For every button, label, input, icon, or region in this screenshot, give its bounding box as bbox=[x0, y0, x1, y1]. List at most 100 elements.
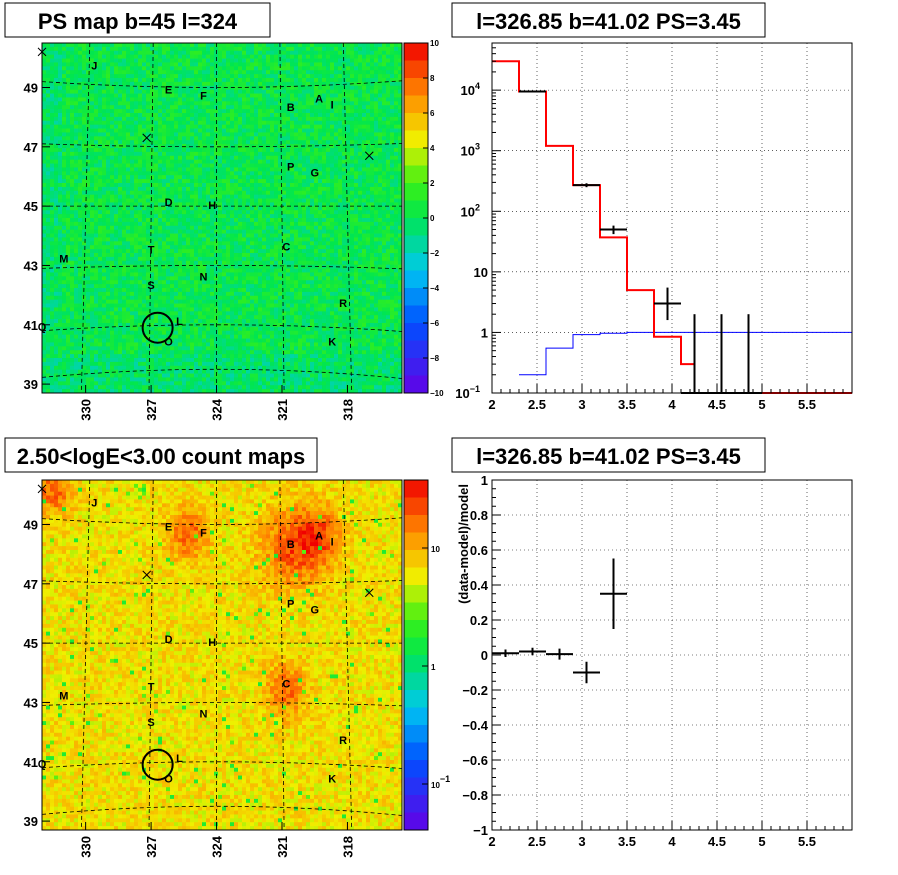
map-cell bbox=[234, 253, 239, 258]
map-cell bbox=[250, 163, 255, 168]
map-cell bbox=[186, 342, 191, 347]
map-cell bbox=[118, 163, 123, 168]
map-cell bbox=[110, 175, 115, 180]
map-cell bbox=[254, 245, 259, 250]
map-cell bbox=[218, 120, 223, 126]
map-cell bbox=[146, 210, 151, 215]
map-cell bbox=[130, 163, 135, 168]
map-cell bbox=[242, 140, 247, 145]
map-cell bbox=[70, 89, 75, 94]
map-cell bbox=[58, 303, 63, 308]
map-cell bbox=[154, 159, 159, 164]
map-cell bbox=[94, 346, 99, 351]
map-cell bbox=[110, 326, 115, 332]
map-cell bbox=[250, 179, 255, 184]
map-cell bbox=[154, 342, 159, 347]
map-cell bbox=[62, 70, 67, 75]
map-cell bbox=[254, 272, 259, 277]
map-cell bbox=[94, 50, 99, 56]
map-cell bbox=[54, 268, 59, 273]
map-cell bbox=[126, 221, 131, 227]
map-cell bbox=[210, 361, 215, 367]
map-cell bbox=[50, 288, 55, 293]
map-cell bbox=[158, 358, 163, 363]
map-cell bbox=[222, 167, 227, 172]
map-cell bbox=[82, 58, 87, 63]
map-cell bbox=[230, 291, 235, 297]
map-cell bbox=[138, 288, 143, 293]
map-cell bbox=[70, 288, 75, 293]
map-cell bbox=[254, 354, 259, 359]
map-cell bbox=[146, 113, 151, 118]
map-cell bbox=[90, 237, 95, 242]
map-cell bbox=[70, 78, 75, 83]
map-cell bbox=[202, 183, 207, 188]
map-cell bbox=[182, 128, 187, 133]
map-cell bbox=[230, 330, 235, 336]
map-cell bbox=[110, 148, 115, 153]
map-cell bbox=[250, 241, 255, 246]
map-cell bbox=[82, 136, 87, 141]
map-cell bbox=[138, 186, 143, 192]
map-cell bbox=[50, 253, 55, 258]
map-cell bbox=[134, 350, 139, 355]
map-cell bbox=[198, 365, 203, 371]
map-cell bbox=[114, 81, 119, 87]
map-cell bbox=[86, 315, 91, 320]
map-cell bbox=[194, 284, 199, 289]
map-cell bbox=[218, 171, 223, 176]
map-cell bbox=[182, 229, 187, 234]
map-cell bbox=[82, 326, 87, 332]
map-cell bbox=[90, 272, 95, 277]
map-cell bbox=[170, 358, 175, 363]
map-cell bbox=[78, 140, 83, 145]
map-cell bbox=[230, 50, 235, 56]
map-cell bbox=[238, 62, 243, 67]
map-cell bbox=[146, 323, 151, 328]
map-cell bbox=[206, 334, 211, 339]
map-cell bbox=[86, 81, 91, 87]
map-cell bbox=[134, 136, 139, 141]
map-cell bbox=[146, 190, 151, 196]
map-cell bbox=[226, 253, 231, 258]
map-cell bbox=[170, 272, 175, 277]
map-cell bbox=[54, 159, 59, 164]
map-cell bbox=[190, 256, 195, 262]
map-cell bbox=[214, 171, 219, 176]
map-cell bbox=[118, 105, 123, 110]
map-cell bbox=[138, 190, 143, 196]
map-cell bbox=[190, 74, 195, 79]
map-cell bbox=[150, 361, 155, 367]
map-cell bbox=[62, 183, 67, 188]
map-cell bbox=[134, 93, 139, 98]
map-cell bbox=[202, 132, 207, 137]
map-cell bbox=[130, 369, 135, 374]
map-cell bbox=[206, 253, 211, 258]
map-cell bbox=[226, 342, 231, 347]
map-cell bbox=[182, 101, 187, 106]
map-cell bbox=[98, 54, 103, 59]
map-cell bbox=[130, 326, 135, 332]
map-cell bbox=[182, 198, 187, 203]
map-cell bbox=[142, 272, 147, 277]
map-cell bbox=[90, 43, 95, 48]
map-cell bbox=[154, 124, 159, 129]
map-cell bbox=[182, 369, 187, 374]
map-cell bbox=[198, 330, 203, 336]
map-cell bbox=[90, 74, 95, 79]
map-cell bbox=[74, 288, 79, 293]
map-cell bbox=[98, 214, 103, 219]
map-cell bbox=[122, 167, 127, 172]
map-cell bbox=[166, 50, 171, 56]
map-cell bbox=[146, 326, 151, 332]
map-cell bbox=[130, 155, 135, 161]
map-cell bbox=[98, 70, 103, 75]
map-cell bbox=[162, 113, 167, 118]
map-cell bbox=[178, 198, 183, 203]
map-cell bbox=[142, 151, 147, 157]
map-cell bbox=[130, 311, 135, 316]
map-cell bbox=[154, 280, 159, 285]
map-cell bbox=[86, 280, 91, 285]
map-cell bbox=[138, 330, 143, 336]
map-cell bbox=[170, 311, 175, 316]
